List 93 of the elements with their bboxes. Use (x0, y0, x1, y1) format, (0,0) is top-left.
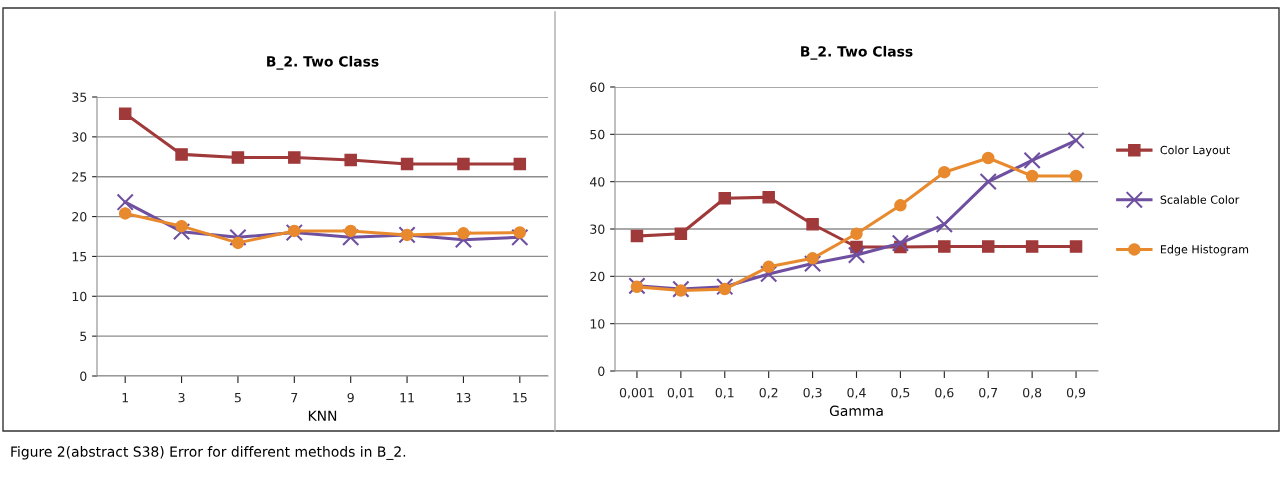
y-tick-label: 0 (598, 366, 605, 376)
point (716, 278, 734, 296)
point (457, 227, 470, 240)
y-tick-label: 10 (72, 291, 87, 302)
x-tick-label: 0,2 (759, 387, 778, 399)
point (847, 246, 866, 264)
y-tick-label: 25 (72, 172, 87, 182)
point (344, 153, 357, 167)
x-tick-label: 11 (400, 393, 414, 403)
point (718, 282, 732, 296)
point (891, 234, 910, 252)
point (231, 236, 245, 250)
y-tick-label: 15 (72, 252, 87, 262)
y-tick-label: 10 (590, 319, 605, 329)
x-axis-title: Gamma (829, 405, 883, 417)
legend-label: Edge Histogram (1160, 244, 1249, 256)
point (938, 240, 951, 253)
legend-label: Color Layout (1160, 145, 1230, 157)
point (1023, 151, 1041, 170)
x-tick-label: 1 (122, 393, 129, 403)
point (288, 151, 301, 164)
y-tick-label: 50 (590, 129, 605, 140)
y-tick-label: 35 (72, 92, 87, 102)
x-tick-label: 13 (456, 392, 471, 403)
x-tick-label: 9 (347, 392, 354, 403)
point (981, 240, 995, 253)
chart-title: B_2. Two Class (801, 45, 913, 60)
point (400, 157, 414, 171)
point (806, 252, 819, 265)
point (344, 224, 357, 238)
point (513, 226, 527, 239)
y-tick-label: 30 (72, 132, 87, 142)
point (342, 228, 360, 246)
point (511, 228, 529, 246)
point (116, 193, 134, 211)
point (938, 165, 951, 179)
point (630, 229, 644, 243)
y-tick-label: 5 (80, 331, 87, 342)
point (118, 107, 132, 120)
point (674, 284, 688, 297)
x-tick-label: 7 (291, 393, 298, 403)
y-tick-label: 30 (590, 224, 605, 234)
point (806, 218, 819, 231)
x-tick-label: 0,001 (619, 387, 654, 399)
chart-title: B_2. Two Class (267, 55, 379, 70)
point (981, 151, 995, 165)
legend-label: Scalable Color (1160, 195, 1240, 204)
y-tick-label: 0 (80, 371, 87, 381)
point (850, 227, 863, 240)
point (172, 223, 191, 241)
point (229, 228, 247, 246)
x-tick-label: 0,4 (847, 387, 866, 399)
point (457, 157, 470, 171)
point (894, 199, 907, 212)
x-tick-label: 15 (513, 393, 527, 403)
x-tick-label: 0,8 (1023, 387, 1042, 399)
point (762, 191, 775, 204)
y-tick-label: 60 (590, 82, 605, 92)
point (175, 219, 188, 233)
caption: Figure 2(abstract S38) Error for different methods in B_2. (11, 446, 406, 460)
x-tick-label: 0,01 (667, 387, 694, 399)
point (672, 280, 690, 298)
x-tick-label: 0,3 (803, 387, 822, 399)
point (118, 207, 132, 220)
x-tick-label: 0,1 (715, 387, 734, 399)
point (285, 223, 303, 242)
point (803, 254, 822, 273)
x-tick-label: 0,6 (935, 387, 954, 399)
point (1025, 169, 1039, 183)
x-tick-label: 3 (178, 392, 185, 403)
point (674, 227, 688, 240)
point (1067, 131, 1085, 150)
point (513, 157, 527, 171)
point (1069, 240, 1083, 253)
point (760, 265, 778, 283)
point (175, 148, 188, 161)
point (762, 260, 775, 274)
y-tick-label: 20 (72, 212, 87, 222)
x-tick-label: 0,9 (1066, 387, 1086, 399)
point (979, 172, 997, 191)
x-tick-label: 0,7 (979, 387, 998, 399)
point (935, 215, 953, 233)
y-tick-label: 20 (590, 271, 605, 282)
point (1025, 240, 1039, 253)
point (454, 231, 473, 249)
x-tick-label: 0,5 (891, 387, 910, 399)
point (288, 224, 301, 238)
point (1069, 169, 1083, 183)
x-axis-title: KNN (308, 410, 337, 421)
point (718, 191, 732, 205)
y-tick-label: 40 (589, 177, 605, 187)
point (231, 151, 245, 164)
x-tick-label: 5 (234, 393, 241, 403)
